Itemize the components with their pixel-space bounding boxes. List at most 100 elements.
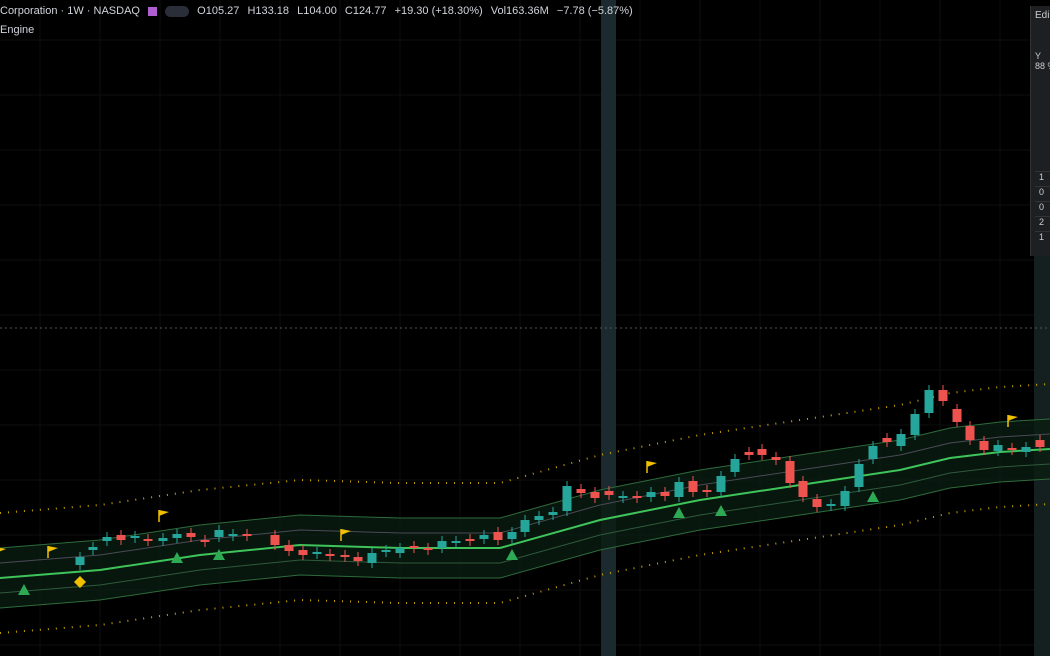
candle-body <box>102 537 112 541</box>
flag-signal <box>647 461 657 467</box>
candle-body <box>979 441 989 450</box>
candle-body <box>1035 440 1045 447</box>
high: H133.18 <box>247 5 290 17</box>
buy-signal <box>213 549 225 560</box>
candle-body <box>507 532 517 539</box>
panel-label: Y <box>1035 51 1042 61</box>
volume: Vol163.36M <box>490 5 549 17</box>
candle-body <box>143 539 153 541</box>
candle-body <box>562 486 572 511</box>
toggle[interactable] <box>165 5 190 17</box>
panel-row: 1 <box>1035 171 1050 186</box>
panel-title[interactable]: Edi <box>1035 10 1050 21</box>
flag-icon[interactable] <box>148 6 158 16</box>
candle-body <box>340 555 350 557</box>
candle-body <box>896 434 906 446</box>
band-lower <box>0 478 1050 609</box>
candle-body <box>548 512 558 515</box>
candle-body <box>854 464 864 487</box>
candle-body <box>298 550 308 555</box>
candle-body <box>116 535 126 540</box>
candle-body <box>520 520 530 532</box>
candle-body <box>785 461 795 483</box>
candle-body <box>451 541 461 543</box>
candle-body <box>284 545 294 551</box>
candle-body <box>688 481 698 492</box>
candle-body <box>367 553 377 563</box>
candle-body <box>646 492 656 497</box>
band-upper <box>0 418 1050 549</box>
flag-signal <box>48 546 58 552</box>
candle-body <box>938 390 948 401</box>
flag-signal <box>0 547 6 552</box>
candle-body <box>590 492 600 498</box>
flag-signal <box>159 510 169 516</box>
symbol[interactable]: Corporation · 1W · NASDAQ <box>0 5 140 17</box>
symbol-header: Corporation · 1W · NASDAQ O105.27 H133.1… <box>0 5 638 17</box>
candle-body <box>702 490 712 492</box>
buy-signal <box>506 549 518 560</box>
candle-body <box>381 550 391 552</box>
candle-body <box>437 541 447 548</box>
candle-body <box>1007 448 1017 450</box>
volume-change: −7.78 (−5.87%) <box>556 5 633 17</box>
candle-body <box>744 452 754 455</box>
highlight-bar <box>601 0 616 656</box>
candle-body <box>674 482 684 497</box>
low: L104.00 <box>297 5 337 17</box>
panel-row: 0 <box>1035 186 1050 201</box>
candle-body <box>423 548 433 550</box>
candle-body <box>660 492 670 496</box>
candle-body <box>1021 447 1031 452</box>
candle-body <box>534 516 544 520</box>
candle-body <box>214 530 224 537</box>
candle-body <box>771 457 781 460</box>
panel-row: 1 <box>1035 231 1050 246</box>
candle-body <box>910 414 920 435</box>
candle-body <box>632 496 642 498</box>
candle-body <box>312 552 322 554</box>
flag-signal <box>1008 415 1018 421</box>
moving-average <box>0 448 1050 579</box>
close: C124.77 <box>344 5 387 17</box>
band-mid <box>0 463 1050 594</box>
candle-body <box>395 548 405 553</box>
candle-body <box>716 476 726 492</box>
candle-body <box>270 535 280 545</box>
candle-body <box>75 557 85 565</box>
candle-body <box>757 449 767 455</box>
candle-body <box>465 539 475 541</box>
candle-body <box>826 504 836 506</box>
candle-body <box>325 554 335 556</box>
change: +19.30 (+18.30%) <box>394 5 483 17</box>
candle-body <box>924 390 934 413</box>
band-mid <box>0 433 1050 564</box>
panel-row: 0 <box>1035 201 1050 216</box>
candle-body <box>868 446 878 459</box>
candle-body <box>576 489 586 493</box>
candle-body <box>798 481 808 497</box>
candle-body <box>228 534 238 536</box>
panel-row: 2 <box>1035 216 1050 231</box>
candle-body <box>158 538 168 541</box>
candle-body <box>353 557 363 561</box>
panel-percent: 88 % <box>1035 61 1050 71</box>
candle-body <box>618 496 628 498</box>
buy-signal <box>673 507 685 518</box>
flag-signal <box>341 529 351 535</box>
candle-body <box>88 547 98 550</box>
buy-signal <box>867 491 879 502</box>
candle-body <box>812 499 822 507</box>
buy-signal <box>171 552 183 563</box>
candle-body <box>172 534 182 538</box>
diamond-signal <box>74 576 86 588</box>
candle-body <box>952 409 962 422</box>
candle-body <box>479 535 489 539</box>
candle-body <box>186 533 196 537</box>
candle-body <box>242 534 252 536</box>
candle-body <box>840 491 850 506</box>
indicator-name[interactable]: Engine <box>0 24 35 36</box>
